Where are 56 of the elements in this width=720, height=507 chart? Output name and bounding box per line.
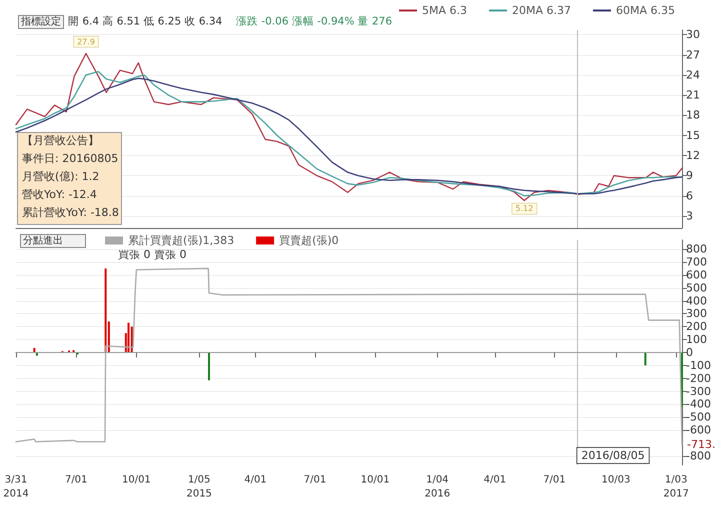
annotation: 【月營收公告】 [22, 134, 99, 147]
annotation: 累計營收YoY: -18.8 [22, 206, 119, 219]
y-tick-label: 30 [686, 28, 700, 42]
y-tick-label: 100 [686, 333, 707, 346]
annotation: 分點進出 [23, 234, 63, 246]
y-tick-label: -200 [686, 372, 711, 385]
legend-label: 60MA 6.35 [616, 4, 676, 17]
text: 指標設定 [20, 16, 61, 28]
y-tick-label: 27 [686, 48, 700, 62]
y-tick-label: 18 [686, 108, 700, 122]
y-tick-label: -600 [686, 424, 711, 437]
y-tick-label: 24 [686, 68, 700, 82]
x-tick-label: 1/04 2016 [424, 474, 450, 500]
legend-label: 累計買賣超(張)1,383 [128, 234, 234, 247]
legend-label: 買賣超(張)0 [279, 234, 339, 247]
annotation: 月營收(億): 1.2 [22, 170, 100, 183]
x-tick-label: 10/01 [122, 474, 151, 486]
text: 漲跌 -0.06 漲幅 -0.94% 量 276 [236, 16, 392, 28]
y-tick-label: -500 [686, 410, 711, 424]
x-tick-label: 10/03 [602, 474, 630, 486]
y-tick-label: 800 [686, 242, 707, 256]
y-tick-label: 15 [686, 128, 700, 142]
y-tick-label: 12 [686, 149, 700, 162]
annotation: 事件日: 20160805 [22, 152, 118, 165]
y-tick-label: 0 [686, 346, 693, 359]
x-tick-label: 10/01 [360, 474, 390, 486]
annotation: -713. [687, 438, 716, 452]
y-tick-label: 3 [686, 209, 693, 222]
text: 開 6.4 高 6.51 低 6.25 收 6.34 [68, 14, 223, 28]
y-tick-label: -800 [686, 449, 711, 462]
x-tick-label: 7/01 [64, 474, 88, 486]
y-tick-label: 21 [686, 88, 700, 102]
y-tick-label: 500 [686, 281, 707, 294]
y-tick-label: -300 [686, 384, 711, 398]
y-tick-label: 700 [686, 255, 707, 268]
legend-label: 20MA 6.37 [512, 4, 572, 17]
x-tick-label: 4/01 [484, 474, 506, 486]
y-tick-label: 400 [686, 294, 707, 308]
x-tick-label: 3/31 2014 [3, 474, 29, 500]
y-tick-label: 6 [686, 189, 693, 202]
x-tick-label: 1/03 2017 [663, 474, 689, 500]
y-tick-label: 200 [686, 320, 707, 334]
x-tick-label: 4/01 [244, 474, 267, 486]
legend-label: 5MA 6.3 [422, 4, 468, 17]
annotation: 5.12 [515, 204, 534, 214]
y-tick-label: 300 [686, 307, 707, 320]
annotation: 27.9 [77, 37, 95, 46]
x-tick-label: 7/01 [543, 474, 566, 486]
y-tick-label: 600 [686, 268, 707, 282]
y-tick-label: 9 [686, 169, 693, 182]
y-tick-label: -100 [686, 358, 711, 372]
annotation: 營收YoY: -12.4 [22, 188, 97, 201]
y-tick-label: -400 [686, 398, 711, 411]
x-tick-label: 7/01 [304, 474, 326, 486]
x-tick-label: 1/05 2015 [186, 474, 212, 500]
ref-line-label: 2016/08/05 [581, 449, 645, 462]
